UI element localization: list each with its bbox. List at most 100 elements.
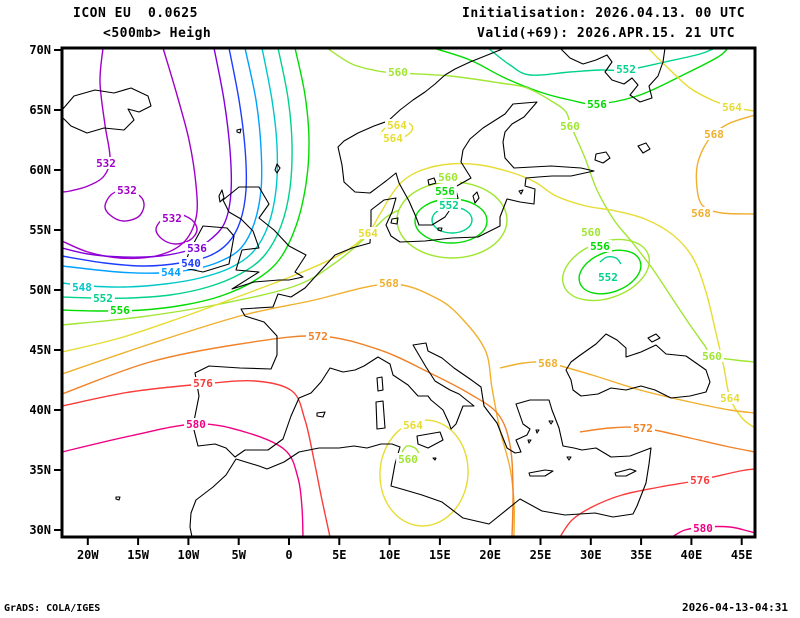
contour-label: 576 (193, 377, 213, 390)
y-axis-tick-label: 30N (29, 523, 51, 537)
contour-label-mask (356, 227, 380, 239)
contour-label: 564 (387, 119, 407, 132)
contour-560-line (61, 209, 400, 326)
contour-540-line (61, 47, 248, 267)
contour-label: 568 (538, 357, 558, 370)
x-axis-tick-label: 5W (231, 548, 246, 562)
contour-label: 576 (690, 474, 710, 487)
contour-label: 544 (161, 266, 181, 279)
contour-label: 560 (438, 171, 458, 184)
contour-label: 560 (581, 226, 601, 239)
contour-label-mask (437, 199, 461, 211)
coastline (528, 469, 554, 477)
contour-label: 556 (110, 304, 130, 317)
contour-572-line (61, 335, 514, 538)
contour-label: 568 (691, 207, 711, 220)
contour-label-mask (70, 281, 94, 293)
contour-label-mask (614, 63, 638, 75)
model-title: ICON EU 0.0625 (73, 6, 198, 21)
contour-label: 560 (702, 350, 722, 363)
contour-label: 548 (72, 281, 92, 294)
contour-552-line (61, 47, 293, 299)
init-time-label: Initialisation: 2026.04.13. 00 UTC (462, 6, 746, 21)
coastline (535, 429, 540, 434)
coastline (376, 376, 384, 392)
x-axis-tick-label: 5E (332, 548, 346, 562)
x-axis-tick-label: 40E (681, 548, 703, 562)
coastline (218, 189, 225, 203)
coastline (390, 217, 399, 225)
coastline (222, 186, 307, 290)
contour-label-mask (385, 119, 409, 131)
contour-label-mask (91, 292, 115, 304)
contour-label-mask (720, 101, 744, 113)
contour-536-line (61, 47, 233, 258)
contour-564-line (379, 419, 469, 527)
contour-label-mask (386, 66, 410, 78)
contour-label-mask (185, 242, 209, 254)
coastline (416, 431, 444, 449)
contour-label: 564 (358, 227, 378, 240)
coastline (472, 191, 480, 204)
contour-label: 564 (720, 392, 740, 405)
y-axis-tick-label: 40N (29, 403, 51, 417)
contour-label: 572 (633, 422, 653, 435)
contour-label: 560 (398, 453, 418, 466)
contour-label: 568 (704, 128, 724, 141)
contour-556-line (61, 47, 310, 312)
contour-label: 552 (439, 199, 459, 212)
contour-580-line (671, 525, 756, 538)
contour-label: 552 (598, 271, 618, 284)
contour-label-mask (381, 132, 405, 144)
contour-label: 540 (181, 257, 201, 270)
contour-label-mask (401, 419, 425, 431)
coastline (427, 177, 437, 186)
contour-label-mask (558, 120, 582, 132)
coastline (548, 420, 554, 425)
contour-label: 580 (693, 522, 713, 535)
contour-label: 560 (388, 66, 408, 79)
contour-label-mask (191, 377, 215, 389)
contour-label-mask (691, 522, 715, 534)
contour-556-line (432, 47, 729, 105)
x-axis-tick-label: 20E (479, 548, 501, 562)
contour-label-mask (396, 453, 420, 465)
y-axis-tick-label: 65N (29, 103, 51, 117)
contour-label: 556 (587, 98, 607, 111)
contour-label-mask (433, 185, 457, 197)
contour-568-line (61, 283, 516, 538)
contour-560-line (401, 445, 420, 454)
coastline (316, 411, 326, 418)
coastline (559, 47, 666, 103)
contour-label: 532 (96, 157, 116, 170)
contour-label: 580 (186, 418, 206, 431)
contour-label-mask (94, 157, 118, 169)
coastline (189, 277, 652, 538)
contour-580-line (61, 423, 304, 538)
contour-label: 572 (308, 330, 328, 343)
contour-label-mask (588, 240, 612, 252)
contour-label-mask (631, 422, 655, 434)
x-axis-tick-label: 10E (379, 548, 401, 562)
contour-label-mask (160, 212, 184, 224)
coastline (115, 496, 121, 501)
contour-label: 532 (117, 184, 137, 197)
x-axis-tick-label: 35E (630, 548, 652, 562)
coastline (594, 151, 611, 164)
contour-label-mask (306, 330, 330, 342)
contour-label: 564 (722, 101, 742, 114)
contour-label-mask (718, 392, 742, 404)
x-axis-tick-label: 0 (285, 548, 292, 562)
contour-label: 564 (383, 132, 403, 145)
valid-time-label: Valid(+69): 2026.APR.15. 21 UTC (477, 26, 736, 41)
coastline (527, 439, 532, 444)
coastline (647, 333, 661, 343)
map-frame (60, 46, 757, 539)
contour-556-line (578, 249, 642, 295)
x-axis-tick-label: 15W (127, 548, 149, 562)
contour-label: 568 (379, 277, 399, 290)
coastline (313, 47, 595, 279)
x-axis-tick-label: 20W (77, 548, 99, 562)
